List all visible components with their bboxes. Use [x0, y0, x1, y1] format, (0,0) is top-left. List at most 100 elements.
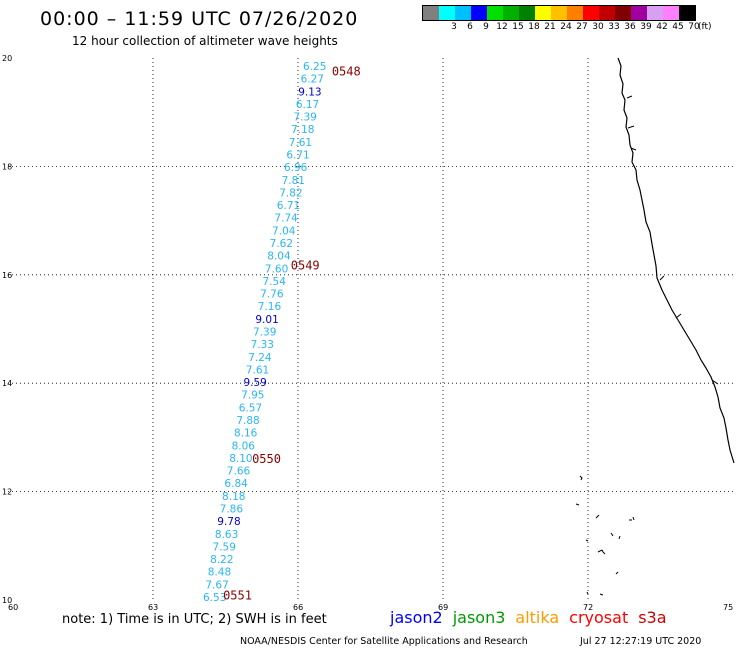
legend-labels: 3 6 9 12 15 18 21 24 27 30 33 36 39 42 45 70 (ft) — [422, 21, 711, 35]
swh-value: 7.82 — [279, 187, 302, 199]
satellite-label: jason2 — [390, 608, 443, 627]
legend-swatch — [551, 6, 567, 20]
swh-value: 6.71 — [286, 150, 309, 162]
lat-tick-label: 18 — [2, 162, 12, 171]
lat-tick-label: 10 — [2, 596, 12, 605]
legend-swatch — [455, 6, 471, 20]
swh-value: 6.96 — [284, 162, 308, 174]
swh-value: 7.39 — [253, 327, 276, 339]
india-west-coastline — [617, 57, 735, 464]
swh-value: 8.04 — [267, 251, 291, 263]
swh-value: 7.18 — [291, 124, 314, 136]
lat-lon-grid — [8, 58, 733, 600]
legend-unit: (ft) — [698, 22, 712, 32]
swh-value: 7.95 — [241, 390, 264, 402]
swh-value: 9.59 — [243, 377, 266, 389]
legend-swatch — [615, 6, 631, 20]
swh-value: 7.61 — [246, 364, 269, 376]
legend-label: 27 — [576, 22, 588, 32]
legend-label: 70 — [688, 22, 700, 32]
swh-value: 7.59 — [213, 541, 236, 553]
legend-swatch — [647, 6, 663, 20]
swh-value: 9.78 — [217, 516, 240, 528]
swh-value: 7.81 — [282, 175, 305, 187]
swh-value: 7.39 — [293, 112, 316, 124]
legend-swatch — [599, 6, 615, 20]
color-legend: 3 6 9 12 15 18 21 24 27 30 33 36 39 42 45 70 (ft) — [422, 5, 712, 35]
swh-value: 7.54 — [263, 276, 287, 288]
swh-value: 6.53 — [203, 592, 226, 604]
time-label: 0548 — [332, 65, 361, 79]
time-label: 0550 — [252, 452, 281, 466]
swh-value: 8.63 — [215, 529, 238, 541]
satellite-legend: jason2 jason3 altika cryosat s3a — [390, 608, 677, 627]
swh-value: 7.88 — [236, 415, 259, 427]
coast-detail-1 — [626, 95, 719, 385]
legend-swatch — [487, 6, 503, 20]
legend-swatches — [422, 5, 696, 21]
time-label: 0549 — [291, 259, 320, 273]
map-subtitle: 12 hour collection of altimeter wave hei… — [72, 34, 338, 48]
swh-value: 9.13 — [298, 86, 321, 98]
swh-value: 7.66 — [227, 466, 251, 478]
swh-value: 8.06 — [232, 440, 256, 452]
swh-value: 6.84 — [224, 478, 248, 490]
swh-value: 6.27 — [301, 74, 324, 86]
legend-label: 39 — [640, 22, 652, 32]
satellite-label: altika — [515, 608, 560, 627]
lon-tick-label: 63 — [148, 603, 158, 612]
lat-tick-label: 12 — [2, 488, 12, 497]
swh-value: 8.18 — [222, 491, 245, 503]
lat-tick-label: 14 — [2, 379, 12, 388]
swh-value: 6.25 — [303, 61, 326, 73]
swh-value: 8.48 — [208, 567, 231, 579]
lat-tick-label: 20 — [2, 54, 12, 63]
legend-swatch — [631, 6, 647, 20]
axis-ticks: 60 63 66 69 72 75 10 12 14 16 18 20 — [2, 54, 733, 612]
swh-value: 7.60 — [265, 263, 288, 275]
legend-label: 3 — [451, 22, 457, 32]
legend-swatch — [439, 6, 455, 20]
legend-label: 45 — [672, 22, 684, 32]
swh-value: 7.04 — [272, 225, 296, 237]
swh-value: 8.16 — [234, 428, 258, 440]
legend-label: 9 — [483, 22, 489, 32]
swh-value: 7.62 — [270, 238, 293, 250]
credit-text: NOAA/NESDIS Center for Satellite Applica… — [240, 636, 528, 647]
legend-label: 42 — [656, 22, 668, 32]
lon-tick-label: 66 — [293, 603, 303, 612]
swh-value: 8.10 — [229, 453, 252, 465]
swh-value: 7.16 — [258, 301, 282, 313]
swh-value: 7.33 — [251, 339, 274, 351]
legend-swatch — [663, 6, 679, 20]
lon-tick-label: 69 — [438, 603, 448, 612]
swh-value: 6.71 — [277, 200, 300, 212]
map-title: 00:00 – 11:59 UTC 07/26/2020 — [40, 8, 359, 30]
time-labels: 0548 0549 0550 0551 — [223, 65, 361, 603]
legend-label: 15 — [512, 22, 524, 32]
lakshadweep-islands — [575, 475, 635, 596]
satellite-label: s3a — [638, 608, 667, 627]
legend-swatch — [423, 6, 439, 20]
legend-swatch — [535, 6, 551, 20]
lon-tick-label: 72 — [583, 603, 593, 612]
swh-value: 7.24 — [248, 352, 272, 364]
swh-value: 6.17 — [296, 99, 319, 111]
legend-swatch — [583, 6, 599, 20]
legend-label: 36 — [624, 22, 636, 32]
altimeter-track: 6.256.279.136.177.397.187.616.716.967.81… — [203, 61, 326, 604]
legend-label: 6 — [467, 22, 473, 32]
swh-value: 7.86 — [220, 504, 244, 516]
lon-tick-label: 60 — [8, 603, 18, 612]
swh-value: 7.74 — [274, 213, 298, 225]
generated-timestamp: Jul 27 12:27:19 UTC 2020 — [580, 636, 702, 647]
swh-value: 7.61 — [289, 137, 312, 149]
legend-label: 12 — [496, 22, 508, 32]
swh-value: 6.57 — [239, 402, 262, 414]
satellite-label: jason3 — [452, 608, 506, 627]
footnote: note: 1) Time is in UTC; 2) SWH is in fe… — [62, 612, 327, 627]
legend-swatch — [471, 6, 487, 20]
satellite-label: cryosat — [569, 608, 629, 627]
lat-tick-label: 16 — [2, 271, 12, 280]
